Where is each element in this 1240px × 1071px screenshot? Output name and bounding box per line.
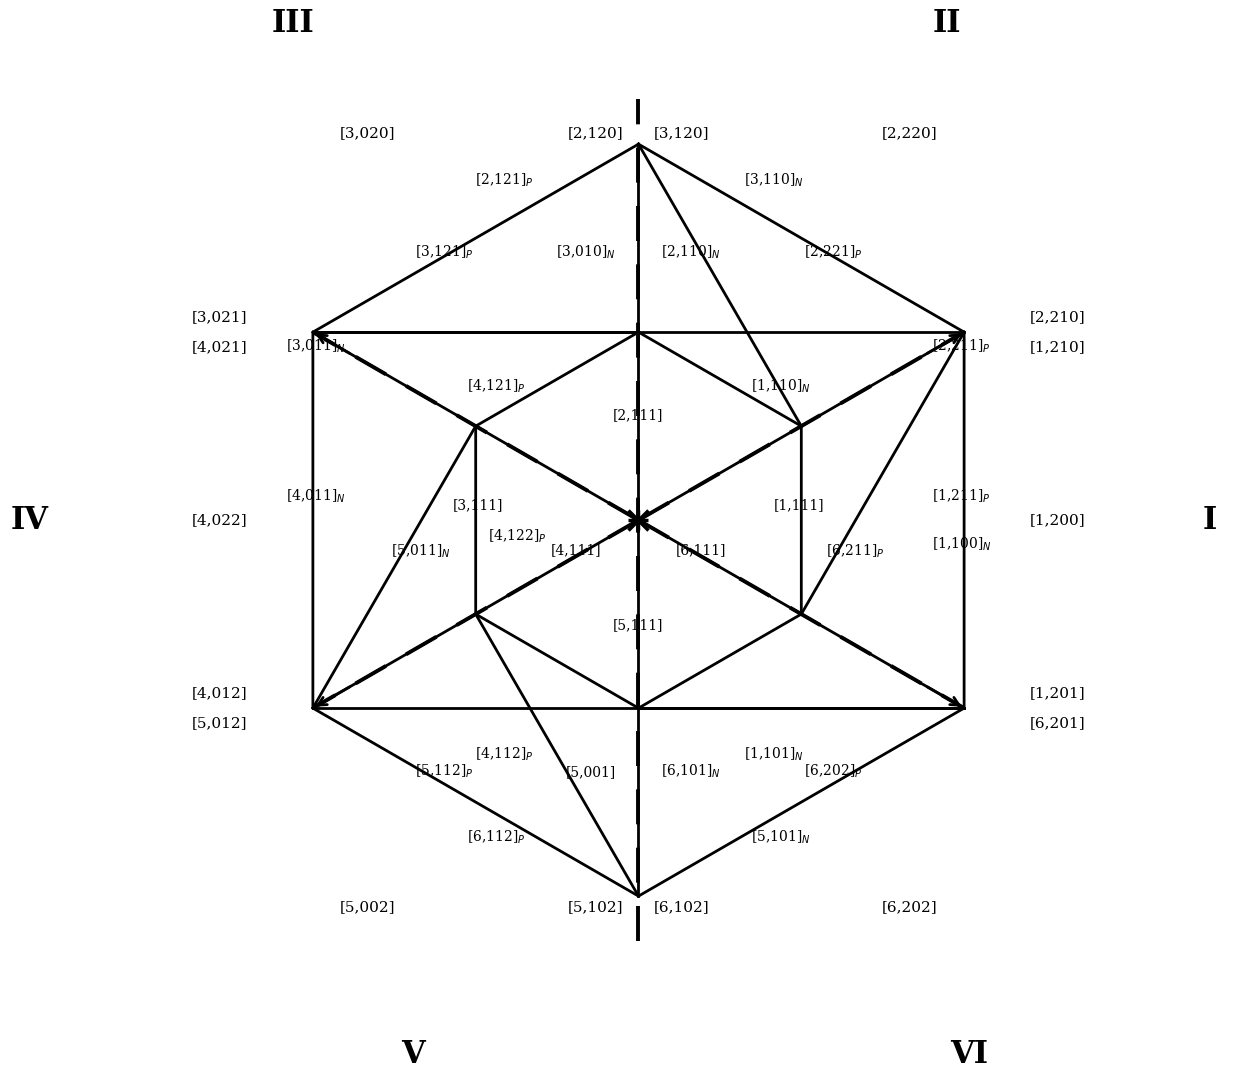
- Text: IV: IV: [10, 504, 48, 536]
- Text: [1,201]: [1,201]: [1029, 687, 1085, 700]
- Text: [3,110]$_{N}$: [3,110]$_{N}$: [744, 171, 804, 190]
- Text: [4,122]$_{P}$: [4,122]$_{P}$: [489, 528, 547, 545]
- Text: [4,112]$_{P}$: [4,112]$_{P}$: [475, 745, 533, 764]
- Text: III: III: [272, 9, 314, 40]
- Text: [2,221]$_{P}$: [2,221]$_{P}$: [804, 243, 863, 260]
- Text: [6,211]$_{P}$: [6,211]$_{P}$: [827, 543, 885, 560]
- Text: V: V: [401, 1039, 425, 1070]
- Text: [6,201]: [6,201]: [1029, 715, 1085, 729]
- Text: [1,200]: [1,200]: [1029, 513, 1085, 527]
- Text: [5,012]: [5,012]: [192, 715, 248, 729]
- Text: [5,001]: [5,001]: [565, 766, 616, 780]
- Text: [1,100]$_{N}$: [1,100]$_{N}$: [931, 536, 992, 553]
- Text: VI: VI: [950, 1039, 988, 1070]
- Text: [6,102]: [6,102]: [653, 900, 709, 914]
- Text: [5,102]: [5,102]: [568, 900, 624, 914]
- Text: [1,210]: [1,210]: [1029, 340, 1085, 353]
- Text: I: I: [1203, 504, 1218, 536]
- Text: [1,101]$_{N}$: [1,101]$_{N}$: [744, 745, 804, 764]
- Text: [3,120]: [3,120]: [653, 126, 709, 140]
- Text: [4,011]$_{N}$: [4,011]$_{N}$: [285, 487, 345, 506]
- Text: [6,112]$_{P}$: [6,112]$_{P}$: [467, 829, 526, 846]
- Text: [5,011]$_{N}$: [5,011]$_{N}$: [391, 543, 450, 560]
- Text: [2,110]$_{N}$: [2,110]$_{N}$: [661, 243, 720, 260]
- Text: [6,111]: [6,111]: [676, 543, 727, 557]
- Text: [6,202]$_{P}$: [6,202]$_{P}$: [804, 763, 863, 780]
- Text: [1,110]$_{N}$: [1,110]$_{N}$: [751, 377, 811, 394]
- Text: [1,211]$_{P}$: [1,211]$_{P}$: [931, 487, 991, 506]
- Text: [2,121]$_{P}$: [2,121]$_{P}$: [475, 171, 533, 190]
- Text: [5,112]$_{P}$: [5,112]$_{P}$: [414, 763, 474, 780]
- Text: [4,111]: [4,111]: [551, 543, 601, 557]
- Text: [4,021]: [4,021]: [192, 340, 248, 353]
- Text: [3,111]: [3,111]: [453, 499, 503, 513]
- Text: [3,121]$_{P}$: [3,121]$_{P}$: [414, 243, 474, 260]
- Text: [4,012]: [4,012]: [192, 687, 248, 700]
- Text: [4,121]$_{P}$: [4,121]$_{P}$: [467, 377, 526, 394]
- Text: [6,101]$_{N}$: [6,101]$_{N}$: [661, 763, 720, 780]
- Text: [3,011]$_{N}$: [3,011]$_{N}$: [285, 337, 345, 355]
- Text: [2,210]: [2,210]: [1029, 311, 1085, 325]
- Text: [3,021]: [3,021]: [192, 311, 248, 325]
- Text: [3,010]$_{N}$: [3,010]$_{N}$: [557, 243, 616, 260]
- Text: [1,111]: [1,111]: [774, 499, 825, 513]
- Text: [2,211]$_{P}$: [2,211]$_{P}$: [931, 337, 991, 355]
- Text: [4,022]: [4,022]: [192, 513, 248, 527]
- Text: [5,101]$_{N}$: [5,101]$_{N}$: [751, 829, 811, 846]
- Text: [5,002]: [5,002]: [340, 900, 396, 914]
- Text: [2,111]: [2,111]: [614, 408, 663, 422]
- Text: [2,120]: [2,120]: [568, 126, 624, 140]
- Text: [2,220]: [2,220]: [882, 126, 937, 140]
- Text: [3,020]: [3,020]: [340, 126, 396, 140]
- Text: II: II: [932, 9, 961, 40]
- Text: [5,111]: [5,111]: [614, 618, 663, 632]
- Text: [6,202]: [6,202]: [882, 900, 937, 914]
